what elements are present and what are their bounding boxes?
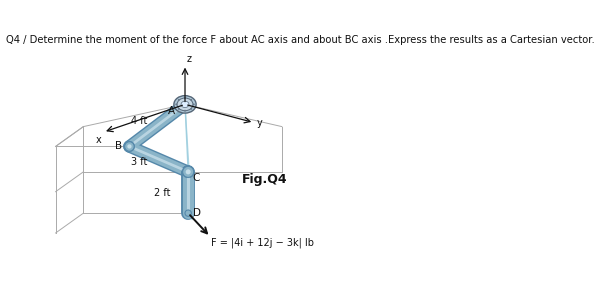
Circle shape	[178, 99, 180, 101]
Text: Fig.Q4: Fig.Q4	[242, 173, 288, 186]
Ellipse shape	[181, 101, 189, 108]
Circle shape	[184, 97, 186, 99]
Circle shape	[182, 166, 194, 177]
Text: 3 ft: 3 ft	[131, 157, 147, 167]
Text: z: z	[187, 54, 192, 64]
Text: F = |4i + 12j − 3k| lb: F = |4i + 12j − 3k| lb	[211, 238, 314, 248]
Text: A: A	[168, 106, 176, 116]
Text: 2 ft: 2 ft	[154, 188, 171, 198]
Circle shape	[190, 99, 192, 101]
Text: y: y	[257, 118, 262, 128]
Text: B: B	[115, 141, 122, 151]
Text: Q4 / Determine the moment of the force F about AC axis and about BC axis .Expres: Q4 / Determine the moment of the force F…	[6, 35, 595, 45]
Circle shape	[193, 103, 195, 105]
Circle shape	[185, 210, 192, 216]
Circle shape	[190, 108, 192, 110]
Circle shape	[124, 141, 135, 152]
Circle shape	[184, 110, 186, 112]
Circle shape	[182, 166, 195, 178]
Circle shape	[127, 144, 131, 149]
Circle shape	[178, 108, 180, 110]
Text: 4 ft: 4 ft	[131, 116, 147, 126]
Circle shape	[175, 103, 177, 105]
Ellipse shape	[177, 98, 193, 111]
Text: x: x	[96, 135, 102, 144]
Text: D: D	[193, 208, 201, 218]
Ellipse shape	[174, 96, 196, 113]
Circle shape	[185, 169, 191, 175]
Text: C: C	[192, 173, 199, 183]
Circle shape	[125, 142, 134, 151]
